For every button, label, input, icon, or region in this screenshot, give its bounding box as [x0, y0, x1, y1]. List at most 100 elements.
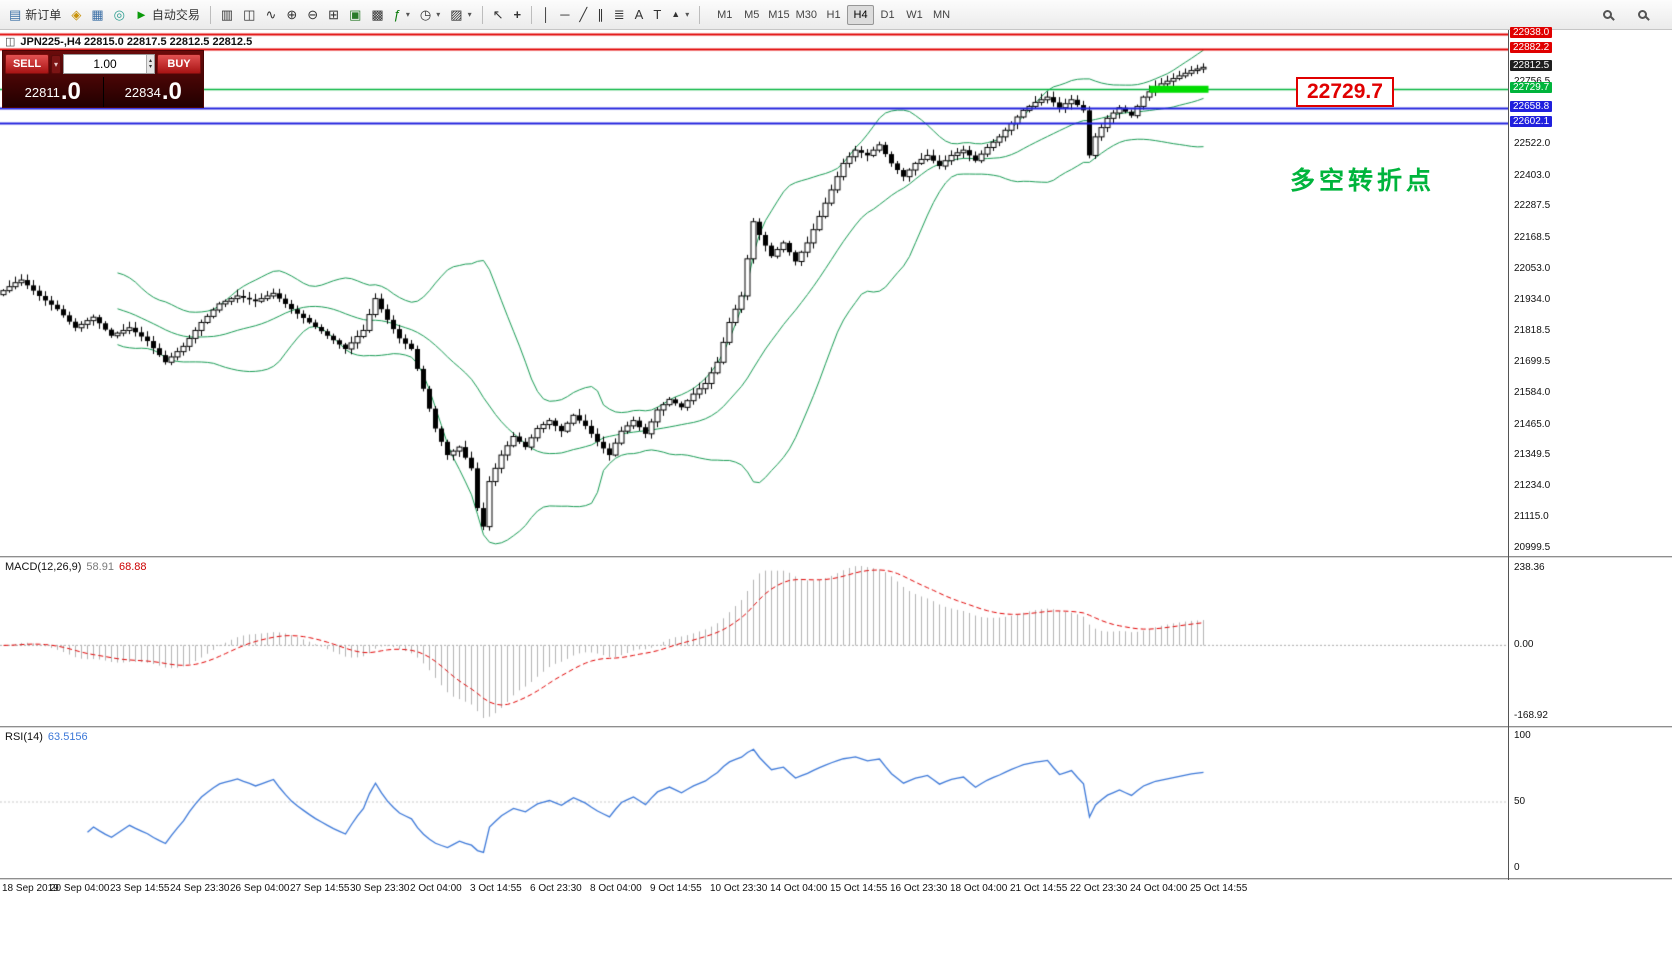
zoom-out-button[interactable]: ⊖ [303, 6, 322, 23]
templates-icon: ▨ [450, 7, 463, 22]
toolbar-separator [699, 5, 701, 24]
new-order-button[interactable]: ▤ 新订单 [5, 4, 65, 25]
timeframe-m5[interactable]: M5 [744, 8, 760, 21]
horizontal-line-icon: ─ [560, 7, 570, 22]
macd-pane-canvas[interactable] [0, 558, 1508, 726]
time-axis-label: 3 Oct 14:55 [470, 883, 522, 894]
time-axis-label: 15 Oct 14:55 [830, 883, 888, 894]
chevron-down-icon: ▾ [436, 10, 441, 19]
macd-main-value: 58.91 [86, 561, 114, 573]
strategy-tester-button[interactable]: ◎ [110, 6, 129, 23]
bar-chart-button[interactable]: ▥ [217, 6, 237, 23]
rsi-pane-canvas[interactable] [0, 728, 1508, 878]
trade-dropdown-icon[interactable]: ▾ [51, 54, 62, 74]
chart-ohlc-text: JPN225-,H4 22815.0 22817.5 22812.5 22812… [20, 36, 253, 48]
chevron-down-icon: ▾ [467, 10, 472, 19]
zoom-out-icon: ⊖ [307, 7, 319, 22]
sell-price-pips: .0 [60, 78, 81, 105]
periods-clock-icon: ◷ [419, 7, 432, 22]
price-axis-label: 22168.5 [1514, 232, 1551, 244]
main-chart-canvas[interactable] [0, 30, 1508, 556]
sell-button[interactable]: SELL [5, 54, 49, 74]
price-axis[interactable]: 22756.5 22522.0 22403.0 22287.5 22168.5 22053… [1509, 27, 1572, 556]
line-chart-button[interactable]: ∿ [261, 6, 280, 23]
buy-price-pips: .0 [161, 78, 182, 105]
lot-spinner[interactable]: ▴ ▾ [145, 55, 154, 73]
time-axis-label: 10 Oct 23:30 [710, 883, 768, 894]
search-icon [1603, 10, 1612, 19]
pane-divider[interactable] [0, 878, 1672, 880]
current-price-badge: 22812.5 [1510, 60, 1553, 72]
time-axis-label: 9 Oct 14:55 [650, 883, 702, 894]
time-axis-label: 24 Oct 04:00 [1130, 883, 1188, 894]
trade-panel-controls: SELL ▾ 1.00 ▴ ▾ BUY [3, 51, 203, 77]
timeframe-h4[interactable]: H4 [847, 4, 875, 25]
text-tool-button[interactable]: A [631, 6, 648, 23]
terminal-button[interactable]: ▦ [87, 6, 107, 23]
zoom-in-button[interactable]: ⊕ [282, 6, 301, 23]
time-axis[interactable]: 18 Sep 2019 20 Sep 04:00 23 Sep 14:55 24 Se… [0, 880, 1672, 900]
search-button[interactable] [1599, 8, 1616, 21]
cursor-icon: ↖ [492, 7, 504, 22]
time-axis-label: 24 Sep 23:30 [170, 883, 230, 894]
channel-tool-button[interactable]: ∥ [593, 6, 608, 23]
candlestick-chart-button[interactable]: ◫ [239, 6, 259, 23]
indicators-button[interactable]: ƒ ▾ [390, 6, 414, 23]
arrange-windows-button[interactable]: ▣ [345, 6, 365, 23]
autotrading-button[interactable]: ► 自动交易 [131, 4, 204, 25]
timeframe-mn[interactable]: MN [932, 8, 951, 21]
data-window-button[interactable] [1634, 8, 1651, 21]
timeframe-m30[interactable]: M30 [795, 8, 818, 21]
trendline-icon: ╱ [579, 7, 588, 22]
data-window-icon [1638, 10, 1647, 19]
periods-button[interactable]: ◷ ▾ [416, 6, 444, 23]
timeframe-m1[interactable]: M1 [717, 8, 733, 21]
chevron-down-icon: ▾ [685, 10, 690, 19]
price-level-badge: 22658.8 [1510, 101, 1553, 113]
rsi-axis-label: 0 [1514, 862, 1520, 873]
horizontal-line-tool-button[interactable]: ─ [556, 6, 573, 23]
timeframe-d1[interactable]: D1 [880, 8, 895, 21]
sell-price-main: 22811 [24, 85, 60, 100]
strategy-tester-icon: ◎ [113, 7, 125, 22]
price-axis-label: 22287.5 [1514, 200, 1551, 212]
fibonacci-tool-button[interactable]: ≣ [610, 6, 629, 23]
shapes-tool-button[interactable]: ▲ ▾ [667, 8, 693, 21]
buy-price[interactable]: 22834.0 [104, 77, 204, 107]
pane-divider[interactable] [0, 556, 1672, 558]
rsi-axis-label: 100 [1514, 730, 1531, 741]
crosshair-tool-button[interactable]: + [509, 6, 525, 23]
price-axis-label: 21818.5 [1514, 324, 1551, 336]
price-axis-label: 21234.0 [1514, 479, 1551, 491]
price-axis-label: 20999.5 [1514, 542, 1551, 553]
label-tool-button[interactable]: T [649, 6, 665, 23]
candlestick-chart-icon: ◫ [243, 7, 256, 22]
market-watch-button[interactable]: ◈ [67, 6, 85, 23]
buy-button[interactable]: BUY [157, 54, 201, 74]
timeframe-h1[interactable]: H1 [826, 8, 841, 21]
vertical-line-tool-button[interactable]: │ [538, 6, 554, 23]
spinner-up-icon[interactable]: ▴ [148, 58, 152, 64]
time-axis-label: 20 Sep 04:00 [50, 883, 110, 894]
chevron-down-icon: ▾ [405, 10, 410, 19]
macd-axis-label: 238.36 [1514, 562, 1545, 573]
annotation-text[interactable]: 多空转折点 [1290, 167, 1436, 195]
lot-size-input[interactable]: 1.00 ▴ ▾ [63, 54, 155, 74]
tile-windows-button[interactable]: ⊞ [324, 6, 343, 23]
cascade-windows-button[interactable]: ▩ [367, 6, 387, 23]
trendline-tool-button[interactable]: ╱ [575, 6, 591, 23]
macd-title: MACD(12,26,9) 58.91 68.88 [5, 561, 146, 573]
rsi-title: RSI(14) 63.5156 [5, 731, 88, 743]
macd-axis-label: -168.92 [1514, 710, 1548, 721]
cursor-tool-button[interactable]: ↖ [489, 6, 508, 23]
price-callout-label[interactable]: 22729.7 [1296, 77, 1394, 107]
label-tool-icon: T [653, 7, 662, 22]
pane-divider[interactable] [0, 726, 1672, 728]
timeframe-m15[interactable]: M15 [768, 8, 790, 21]
toolbar-separator [531, 5, 533, 24]
timeframe-w1[interactable]: W1 [906, 8, 923, 21]
templates-button[interactable]: ▨ ▾ [446, 6, 475, 23]
spinner-down-icon[interactable]: ▾ [148, 64, 152, 70]
sell-price[interactable]: 22811.0 [3, 77, 104, 107]
